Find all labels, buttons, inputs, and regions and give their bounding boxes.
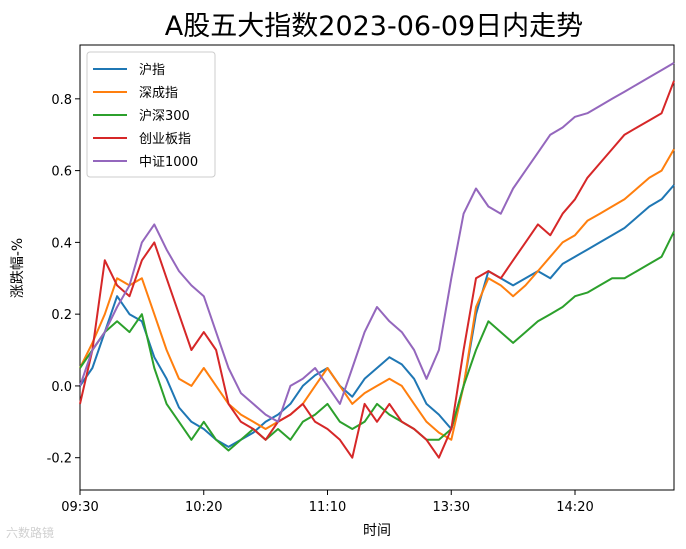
y-tick-label: 0.0 [51,380,72,395]
series-line-4 [79,80,675,459]
series-lines [79,62,675,459]
y-tick-label: 0.2 [51,308,72,323]
legend-label: 深成指 [139,86,178,101]
chart-title: A股五大指数2023-06-09日内走势 [165,11,583,42]
watermark-text: 六数路镜 [6,526,55,540]
x-tick-label: 11:10 [309,500,346,515]
legend-box [86,51,216,178]
series-line-1 [79,184,675,448]
series-line-5 [79,62,675,423]
y-tick-label: 0.6 [51,165,72,180]
y-tick-label: 0.8 [51,93,72,108]
x-tick-label: 13:30 [433,500,470,515]
plot-frame [79,44,675,491]
legend-label: 沪深300 [139,108,190,124]
y-axis-label: 涨跌幅-% [10,238,26,298]
y-axis-ticks: -0.2 0.0 0.2 0.4 0.6 0.8 [47,93,80,467]
series-line-3 [79,231,675,452]
legend-label: 创业板指 [139,132,191,147]
x-tick-label: 10:20 [185,500,222,515]
legend-label: 中证1000 [139,155,198,170]
legend-label: 沪指 [139,62,165,78]
x-tick-label: 09:30 [61,500,98,515]
x-tick-label: 14:20 [556,500,593,515]
y-tick-label: -0.2 [47,452,72,467]
x-axis-ticks: 09:30 10:20 11:10 13:30 14:20 [61,490,594,515]
x-axis-label: 时间 [363,523,391,539]
series-line-2 [79,148,675,441]
y-tick-label: 0.4 [51,236,72,251]
